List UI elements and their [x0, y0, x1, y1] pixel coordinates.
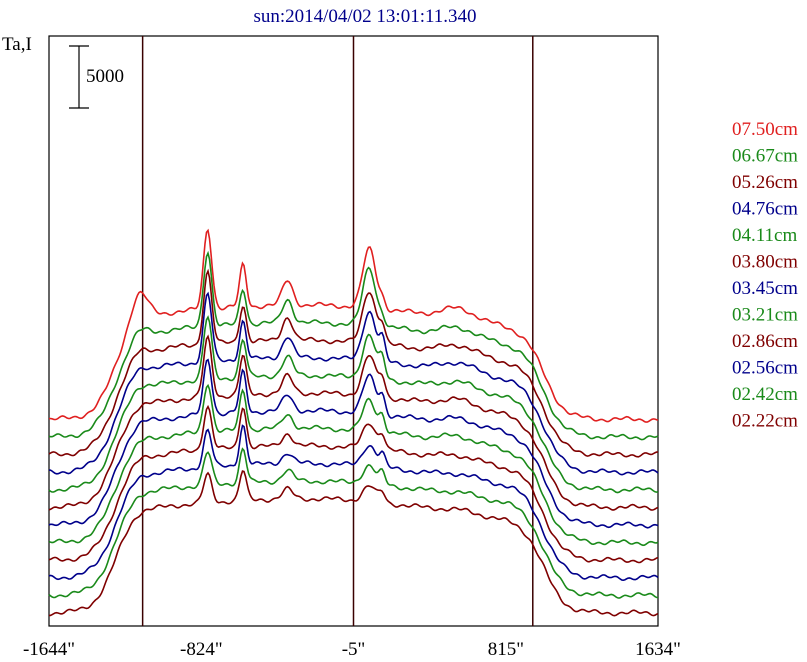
legend-entry: 02.42cm [732, 384, 798, 405]
chart-title: sun:2014/04/02 13:01:11.340 [253, 6, 476, 27]
legend-entry: 07.50cm [732, 119, 798, 140]
series-line-02.56cm [48, 424, 659, 582]
series-line-03.45cm [48, 358, 659, 529]
series-line-02.42cm [48, 447, 659, 599]
x-tick-label: -824" [180, 639, 223, 660]
x-tick-label: -5" [342, 639, 366, 660]
legend-entry: 03.45cm [732, 278, 798, 299]
legend-entry: 03.80cm [732, 252, 798, 273]
series-line-03.80cm [48, 334, 659, 511]
legend-entry: 03.21cm [732, 305, 798, 326]
legend-entry: 02.56cm [732, 358, 798, 379]
series-line-04.76cm [48, 291, 659, 476]
series-line-02.86cm [48, 404, 659, 564]
scale-bar: 5000 [69, 45, 124, 109]
legend-entry: 06.67cm [732, 146, 798, 167]
x-tick-labels: -1644" -824" -5" 815" 1634" [23, 639, 681, 660]
legend-entry: 02.22cm [732, 411, 798, 432]
legend-entry: 04.76cm [732, 199, 798, 220]
x-tick-label: -1644" [23, 639, 75, 660]
series-line-03.21cm [48, 383, 659, 547]
series-line-02.22cm [49, 470, 659, 617]
x-tick-label: 1634" [635, 639, 681, 660]
y-axis-label: Ta,I [2, 34, 32, 55]
legend-entry: 04.11cm [732, 225, 797, 246]
scale-bar-label: 5000 [86, 66, 124, 87]
series-line-04.11cm [48, 315, 659, 494]
legend-entry: 02.86cm [732, 331, 798, 352]
legend-entry: 05.26cm [732, 172, 798, 193]
legend: 07.50cm 06.67cm 05.26cm 04.76cm 04.11cm 03.80… [732, 119, 798, 432]
x-tick-label: 815" [488, 639, 524, 660]
series-line-06.67cm [48, 250, 659, 441]
series-lines [48, 228, 659, 617]
series-line-07.50cm [48, 228, 659, 423]
series-line-05.26cm [48, 268, 658, 458]
